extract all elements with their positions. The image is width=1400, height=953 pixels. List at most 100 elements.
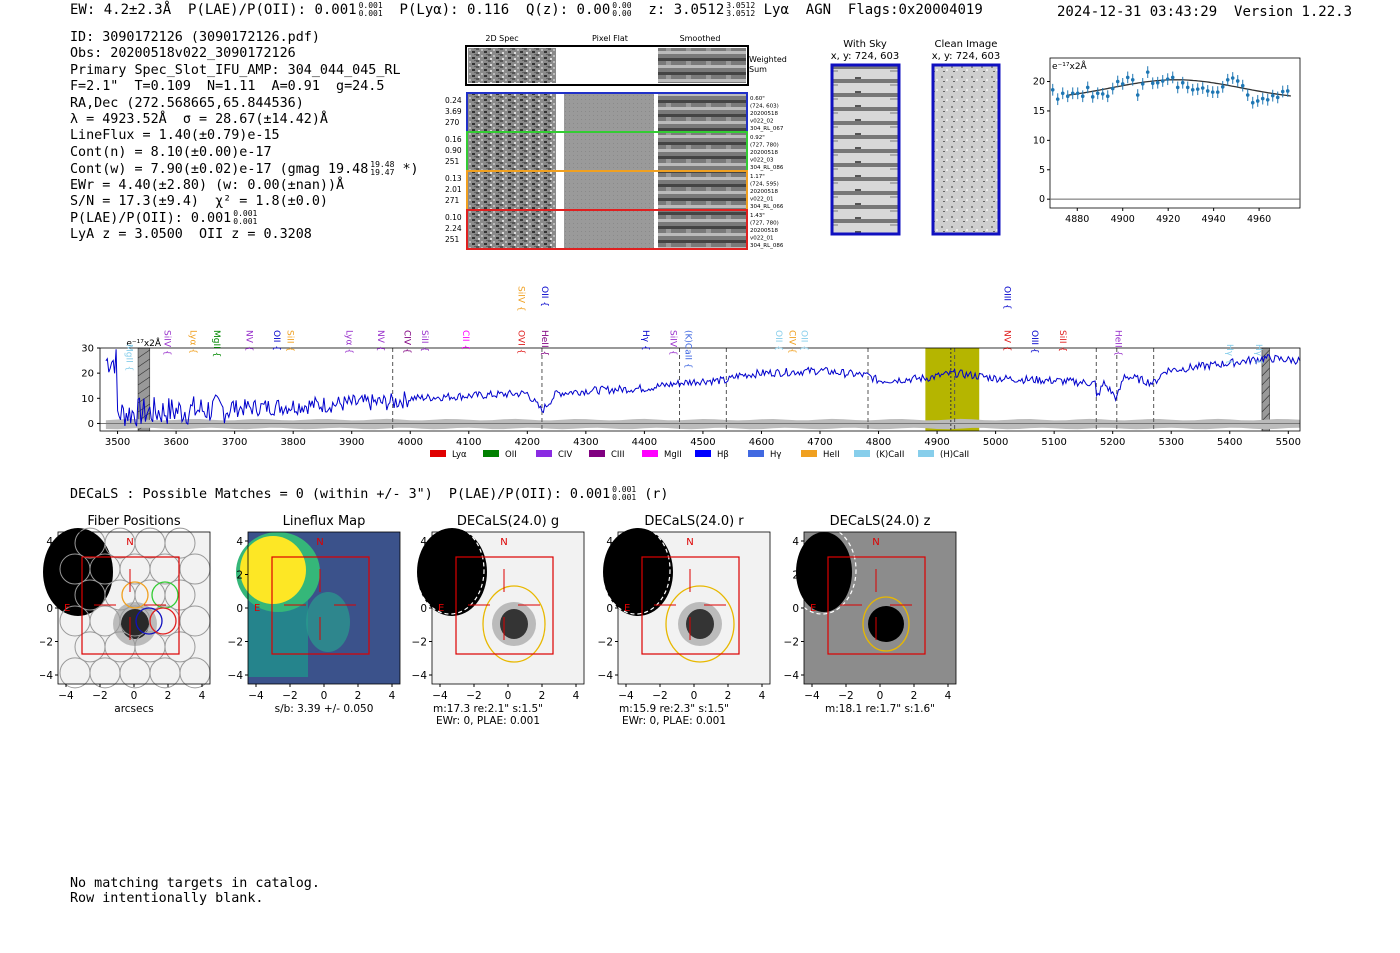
sky-panels: With Sky x, y: 724, 603 Clean Image x, y… xyxy=(830,39,1001,236)
svg-text:MgII: MgII xyxy=(664,450,682,460)
line-label: SiIV { xyxy=(668,330,678,356)
data-point xyxy=(1085,81,1090,94)
y-tick-label: 0 xyxy=(1039,194,1045,205)
x-tick-label: 5300 xyxy=(1158,437,1183,448)
x-tick-label: 3900 xyxy=(339,437,364,448)
cutout-smooth xyxy=(658,172,746,209)
header-version-block: 2024-12-31 03:43:29 Version 1.22.3 xyxy=(1057,4,1352,20)
info-obs: Obs: 20200518v022_3090172126 xyxy=(70,46,296,62)
x-tick-label: 4 xyxy=(199,690,206,702)
clean-image-xy: x, y: 724, 603 xyxy=(932,51,1001,62)
y-tick-label: 2 xyxy=(46,570,53,582)
data-point xyxy=(1185,81,1190,94)
line-label: Lyα { xyxy=(343,330,353,354)
cutout-2d xyxy=(468,133,556,170)
line-label: Hγ { xyxy=(640,330,650,351)
x-tick-label: −4 xyxy=(432,690,448,702)
data-point xyxy=(1115,75,1120,88)
data-point xyxy=(1235,75,1240,87)
zoom-unit-label: e⁻¹⁷x2Å xyxy=(1052,60,1088,72)
svg-text:(K)CaII: (K)CaII xyxy=(876,450,904,460)
fit-curve xyxy=(1068,79,1291,97)
x-tick-label: 2 xyxy=(725,690,732,702)
data-point xyxy=(1135,89,1140,101)
timestamp: 2024-12-31 03:43:29 xyxy=(1057,4,1218,20)
legend-item: (K)CaII xyxy=(854,450,904,460)
data-point xyxy=(1225,73,1230,86)
cutout-2d xyxy=(468,94,556,131)
header-plae-range: 0.001 0.001 xyxy=(358,1,383,18)
y-tick-label: 20 xyxy=(81,369,94,380)
x-tick-label: 5500 xyxy=(1276,437,1301,448)
cutout-right-value: 1.43" xyxy=(750,213,765,219)
line-label: CII { xyxy=(460,330,470,350)
y-tick-label: 0 xyxy=(792,603,799,615)
y-tick-label: 0 xyxy=(420,603,427,615)
with-sky-xy: x, y: 724, 603 xyxy=(831,51,900,62)
cutout-left-value: 251 xyxy=(445,157,460,166)
cutout-smooth xyxy=(658,133,746,170)
x-tick-label: −4 xyxy=(804,690,820,702)
fiber-red xyxy=(149,607,177,635)
cutout-right-value: v022_01 xyxy=(750,236,774,242)
x-tick-label: 4 xyxy=(573,690,580,702)
x-tick-label: −2 xyxy=(652,690,667,702)
legend-item: CIII xyxy=(589,450,624,460)
data-point xyxy=(1075,87,1080,100)
line-label: Hγ { xyxy=(1253,344,1263,365)
spectrum-cutouts: 2D Spec Pixel Flat Smoothed Weighted Sum… xyxy=(445,34,787,250)
east-label: E xyxy=(810,603,816,614)
data-point xyxy=(1265,93,1270,106)
data-point xyxy=(1220,80,1225,93)
y-tick-label: −4 xyxy=(228,670,244,682)
cutout-flat xyxy=(564,211,654,248)
legend-item: MgII xyxy=(642,450,682,460)
data-point xyxy=(1130,73,1135,86)
cutout-right-value: v022_02 xyxy=(750,119,774,125)
cutout-right-value: (724, 603) xyxy=(750,104,779,110)
panel-caption: s/b: 3.39 +/- 0.050 xyxy=(275,703,374,715)
y-tick-label: −4 xyxy=(784,670,800,682)
cutout-right-value: 1.17" xyxy=(750,174,765,180)
fiber-orange xyxy=(121,581,149,609)
panel-title: Lineflux Map xyxy=(283,514,366,529)
full-spectrum-chart: 3500 3600 3700 3800 3900 4000 4100 4200 4300 4400… xyxy=(81,286,1301,460)
line-label: HeII { xyxy=(1113,330,1123,356)
x-tick-label: 4300 xyxy=(573,437,598,448)
x-tick-label: 4900 xyxy=(924,437,949,448)
x-tick-label: 4000 xyxy=(398,437,423,448)
y-tick-label: −4 xyxy=(598,670,614,682)
header-plae: P(LAE)/P(OII): 0.001 xyxy=(188,2,357,18)
y-tick-label: 30 xyxy=(81,344,94,355)
y-tick-label: 0 xyxy=(46,603,53,615)
x-tick-label: 4880 xyxy=(1065,214,1089,225)
y-tick-label: 2 xyxy=(792,570,799,582)
catalog-line-2: Row intentionally blank. xyxy=(70,891,264,906)
search-box xyxy=(827,556,926,655)
search-box xyxy=(81,556,180,655)
legend-item: (H)CaII xyxy=(918,450,969,460)
x-tick-label: −4 xyxy=(618,690,634,702)
x-tick-label: 4 xyxy=(945,690,952,702)
x-tick-label: −2 xyxy=(282,690,297,702)
y-tick-label: 0 xyxy=(236,603,243,615)
cutout-left-value: 2.24 xyxy=(445,224,462,233)
x-tick-label: 4400 xyxy=(632,437,657,448)
panel-title: DECaLS(24.0) z xyxy=(830,514,931,529)
line-label: NV { xyxy=(1001,330,1011,351)
cutout-left-value: 0.10 xyxy=(445,213,462,222)
header-line-id: Lyα xyxy=(763,2,789,18)
noise-band xyxy=(105,418,1301,430)
x-tick-label: 0 xyxy=(321,690,328,702)
aperture-ellipse xyxy=(862,596,910,652)
data-point xyxy=(1275,91,1280,104)
y-tick-label: 15 xyxy=(1033,106,1045,117)
svg-text:CIII: CIII xyxy=(611,450,624,460)
cutout-right-value: (727, 780) xyxy=(750,221,779,227)
cutout-right-value: v022_01 xyxy=(750,197,774,203)
line-label: SiII { xyxy=(1057,330,1067,352)
panel-caption: m:15.9 re:2.3" s:1.5" xyxy=(619,703,729,715)
east-label: E xyxy=(438,603,444,614)
y-tick-label: 10 xyxy=(81,394,94,405)
panel-caption: m:18.1 re:1.7" s:1.6" xyxy=(825,703,935,715)
